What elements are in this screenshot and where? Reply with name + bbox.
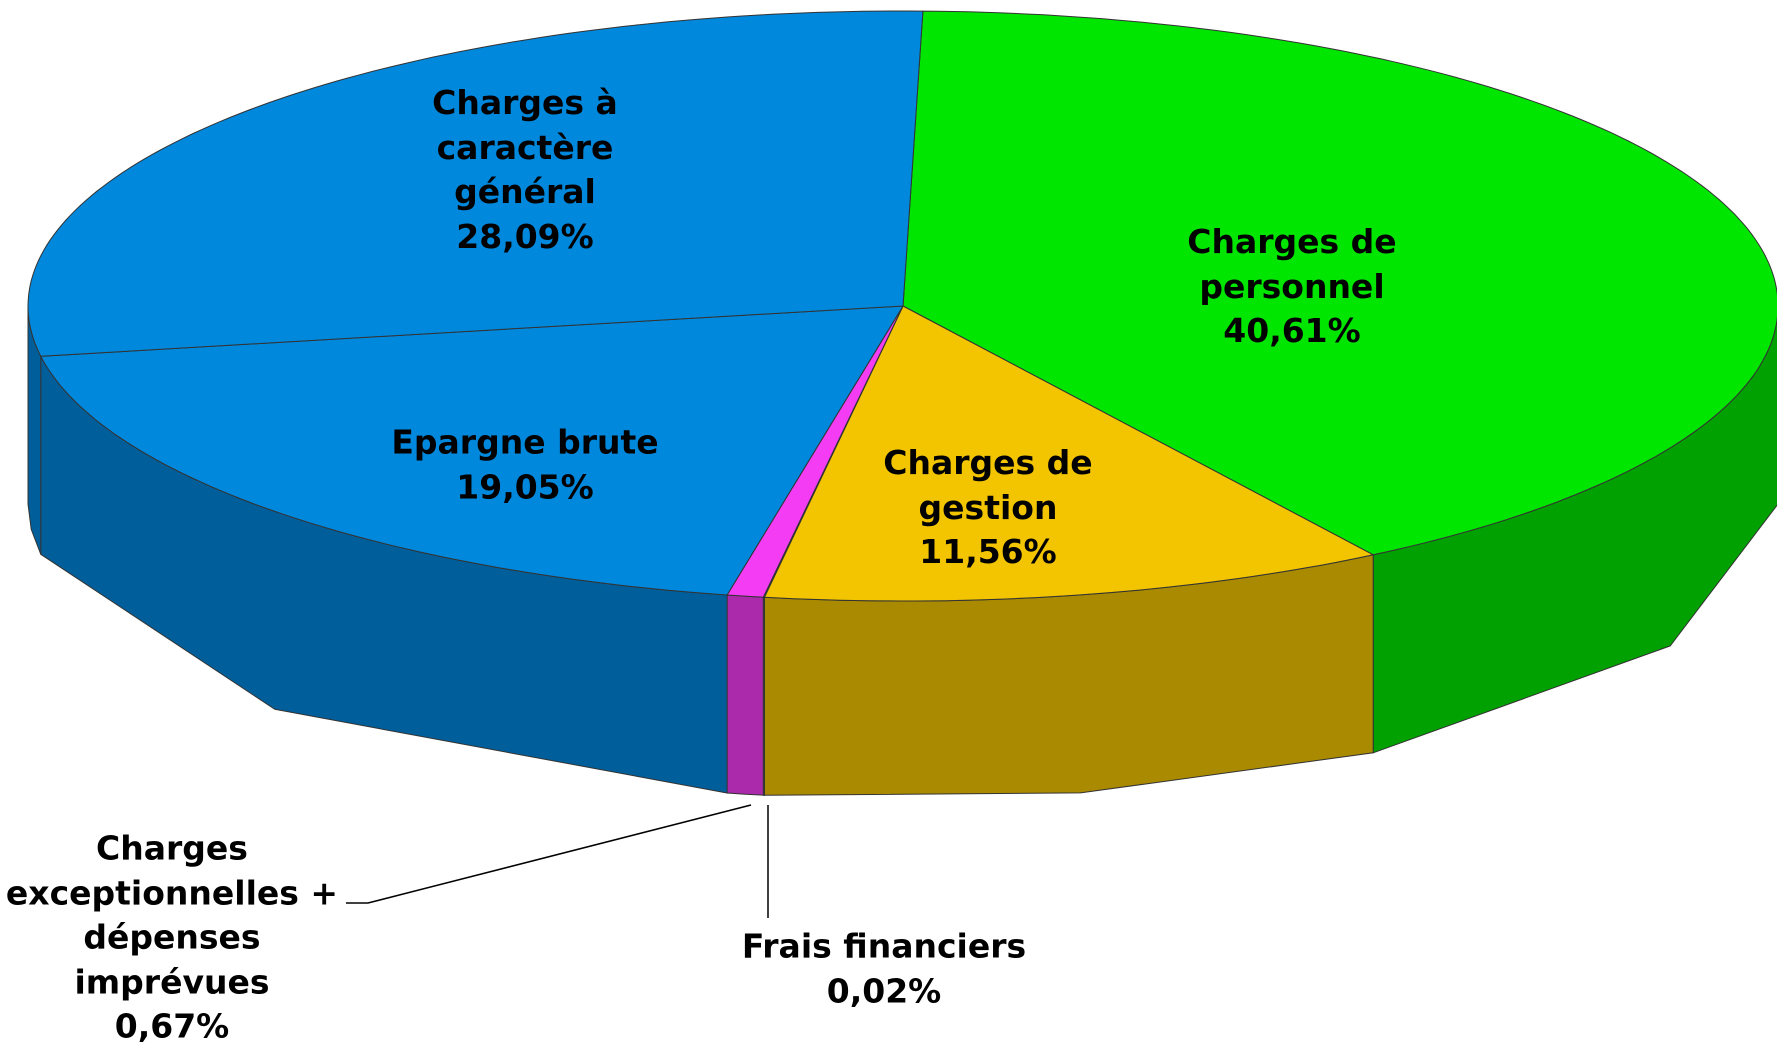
slice bbox=[27, 10, 924, 357]
category-label: Epargne brute bbox=[391, 422, 659, 462]
slice-label: Frais financiers 0,02% bbox=[684, 924, 1084, 1013]
category-label: Charges de gestion bbox=[883, 443, 1093, 527]
category-label: Frais financiers bbox=[741, 926, 1027, 966]
value-label: 28,09% bbox=[456, 216, 594, 256]
slice-label: Charges de gestion 11,56% bbox=[858, 441, 1118, 575]
category-label: Charges à caractère général bbox=[432, 82, 618, 211]
value-label: 0,67% bbox=[114, 1006, 230, 1046]
slice bbox=[902, 10, 1777, 556]
slice-label: Charges de personnel 40,61% bbox=[1152, 220, 1432, 354]
leader-line bbox=[346, 804, 752, 904]
slice-label: Charges à caractère général 28,09% bbox=[405, 81, 645, 259]
value-label: 11,56% bbox=[919, 532, 1057, 572]
category-label: Charges exceptionnelles + dépenses impré… bbox=[5, 828, 339, 1002]
slice bbox=[763, 305, 1375, 602]
slice bbox=[39, 305, 904, 596]
value-label: 19,05% bbox=[456, 467, 594, 506]
slice-label: Epargne brute 19,05% bbox=[355, 420, 695, 509]
category-label: Charges de personnel bbox=[1187, 222, 1397, 306]
value-label: 40,61% bbox=[1223, 311, 1361, 351]
value-label: 0,02% bbox=[826, 971, 942, 1010]
slice-label: Charges exceptionnelles + dépenses impré… bbox=[0, 827, 347, 1050]
slice-side bbox=[726, 594, 764, 796]
